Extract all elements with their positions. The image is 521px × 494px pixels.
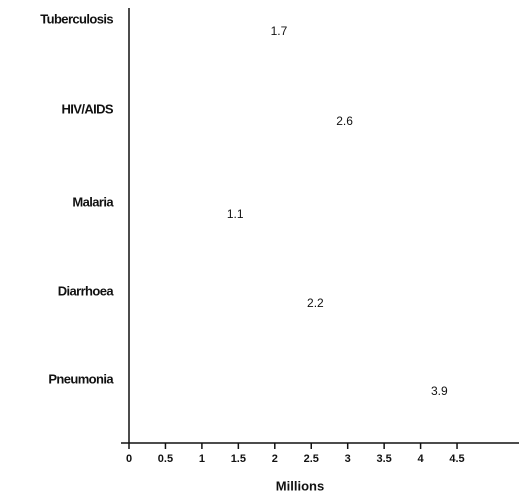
x-axis-title: Millions [276, 478, 324, 493]
value-label: 2.2 [307, 296, 324, 310]
x-tick-label: 4.5 [449, 453, 464, 465]
y-tick-label: Pneumonia [48, 371, 114, 386]
x-tick-label: 3 [345, 453, 351, 465]
x-tick-label: 3.5 [376, 453, 391, 465]
y-tick-label: Diarrhoea [58, 283, 115, 298]
value-label: 1.1 [227, 207, 244, 221]
value-label: 3.9 [431, 384, 448, 398]
x-tick-label: 1.5 [231, 453, 246, 465]
x-tick-label: 1 [199, 453, 205, 465]
x-tick-label: 2.5 [304, 453, 319, 465]
y-tick-label: HIV/AIDS [61, 101, 113, 116]
value-label: 2.6 [336, 114, 353, 128]
x-tick-label: 0 [126, 453, 132, 465]
x-tick-label: 2 [272, 453, 278, 465]
value-label: 1.7 [271, 24, 288, 38]
y-tick-label: Tuberculosis [40, 11, 113, 26]
x-tick-label: 4 [418, 453, 425, 465]
x-tick-label: 0.5 [158, 453, 173, 465]
y-tick-label: Malaria [72, 194, 114, 209]
